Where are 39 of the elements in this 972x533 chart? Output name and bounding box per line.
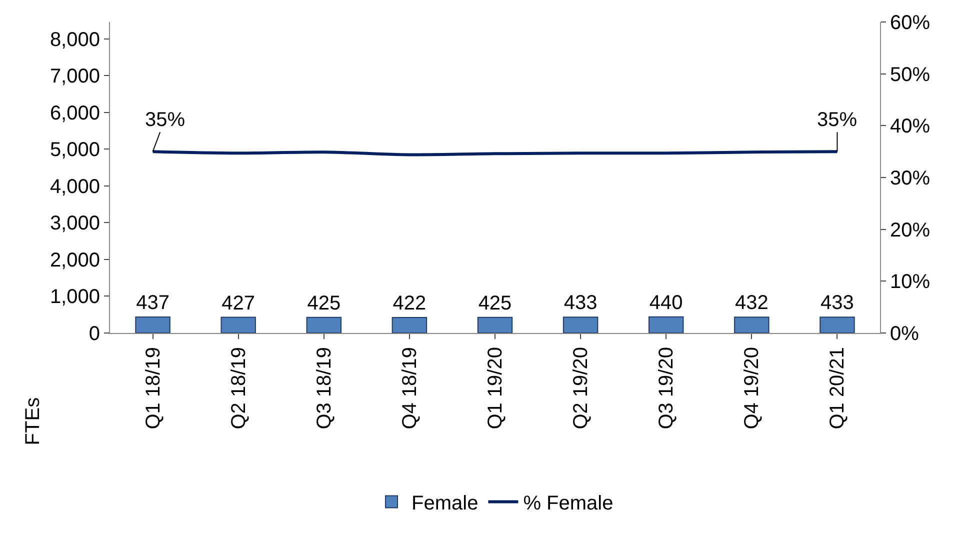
y-tick-label: 1,000 [50,286,100,308]
data-label: 432 [734,292,768,314]
y2-tick-label: 0% [890,323,920,345]
data-label: 427 [222,292,256,314]
data-label: 422 [392,292,426,314]
data-label: 433 [820,292,854,314]
x-tick-label: Q1 18/19 [142,347,164,430]
x-tick-label: Q3 18/19 [313,347,336,430]
y2-tick-label: 20% [890,219,930,242]
y2-tick-label: 10% [890,271,930,294]
y-tick-label: 8,000 [50,28,100,51]
data-label: 35% [817,109,858,131]
data-label: 440 [649,292,683,314]
y2-tick-label: 60% [890,12,930,34]
data-label: 35% [145,109,186,131]
x-tick-label: Q1 19/20 [484,347,506,430]
x-tick-label: Q2 18/19 [228,347,250,430]
y-tick-label: 3,000 [50,212,100,235]
x-tick-label: Q4 19/20 [741,347,764,430]
data-label: 437 [136,292,170,314]
y-axis-title: FTEs [22,397,44,446]
y-tick-label: 7,000 [50,66,100,88]
data-label: 425 [478,292,512,314]
y2-tick-label: 40% [890,116,930,138]
data-label: 425 [307,292,341,314]
y-tick-label: 2,000 [50,249,100,272]
y-tick-label: 6,000 [50,102,100,124]
legend-label: % Female [523,492,614,515]
x-tick-label: Q2 19/20 [570,347,592,430]
y2-tick-label: 30% [890,168,930,190]
x-tick-label: Q3 19/20 [656,347,678,430]
y-tick-label: 0 [88,323,100,345]
y2-tick-label: 50% [890,64,930,86]
x-tick-label: Q1 20/21 [826,347,849,430]
y-tick-label: 4,000 [50,176,100,198]
y-tick-label: 5,000 [50,139,100,162]
data-label: 433 [564,292,598,314]
x-tick-label: Q4 18/19 [398,347,421,430]
legend-label: Female [412,492,478,515]
